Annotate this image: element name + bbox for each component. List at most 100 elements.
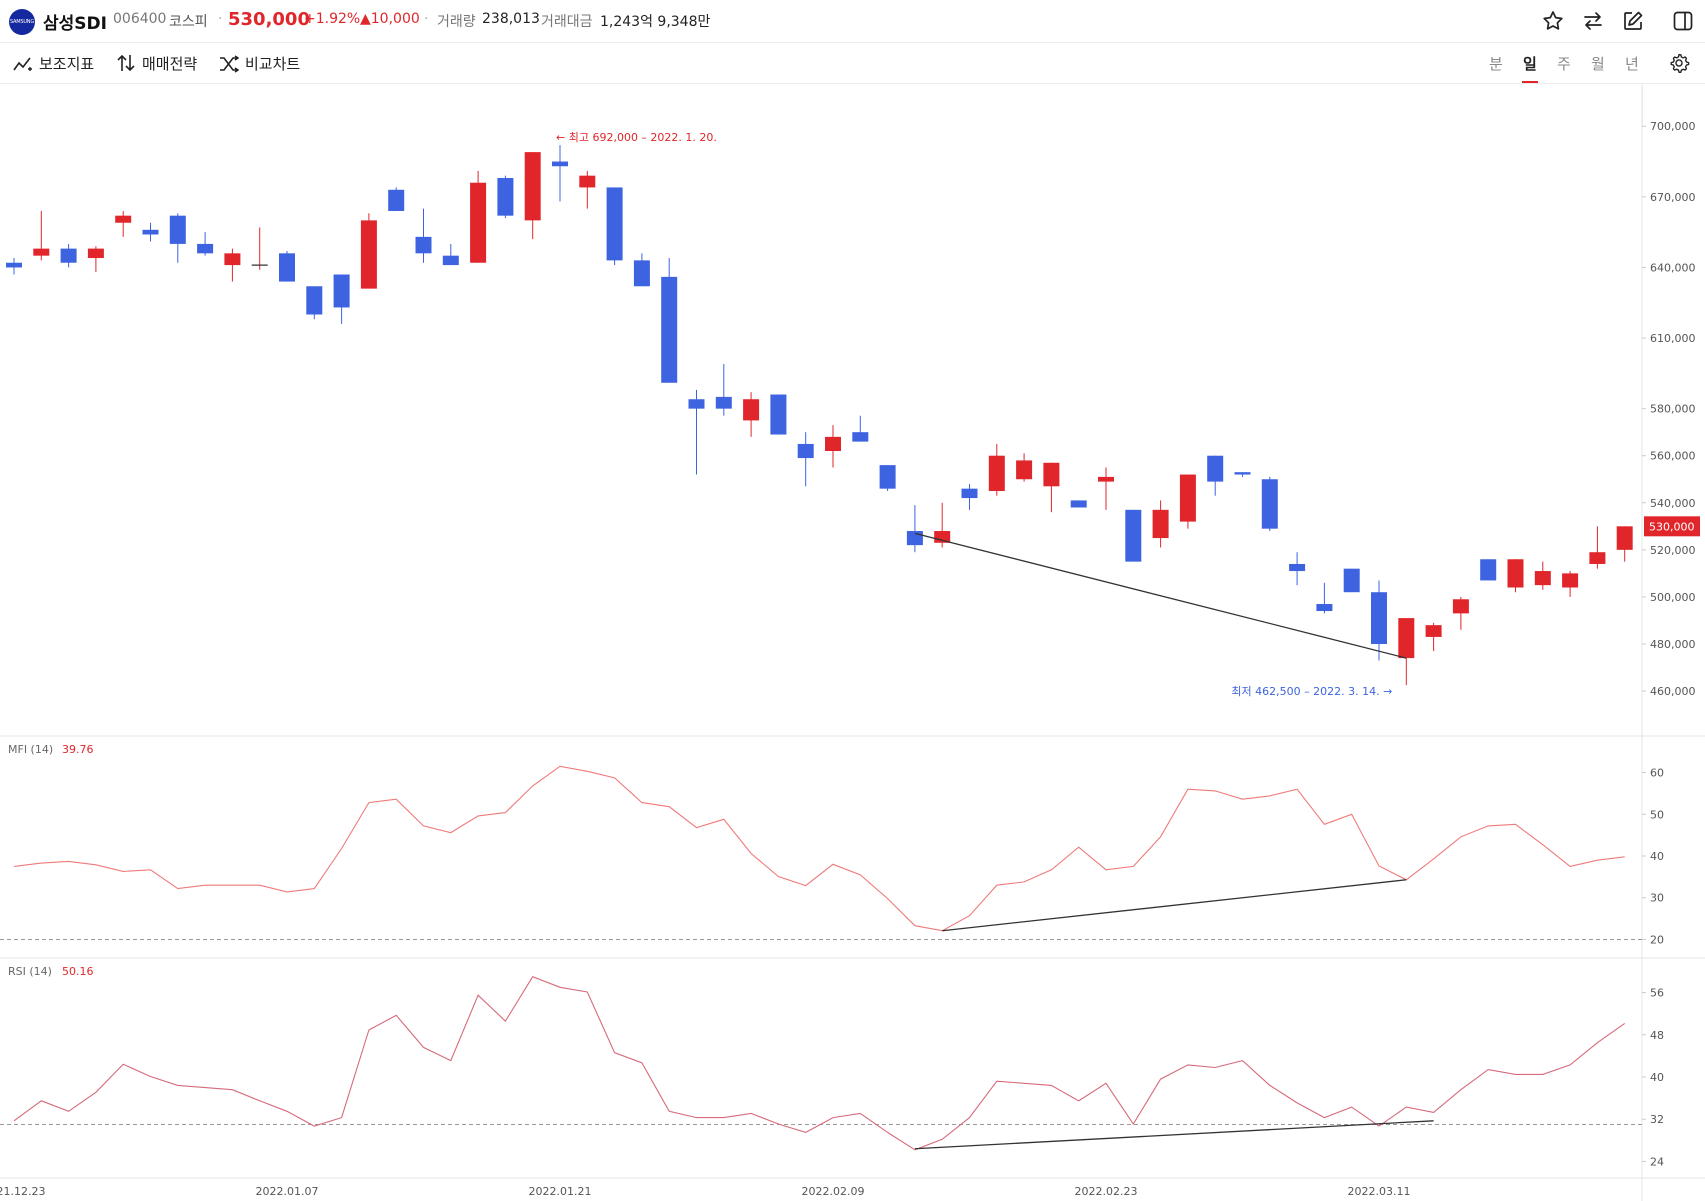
rsi-trendline: [914, 1120, 1434, 1150]
candle-body: [87, 248, 104, 259]
candle-body: [961, 488, 978, 499]
x-tick-label: 2022.01.07: [256, 1185, 319, 1198]
mfi-ytick-label: 60: [1650, 767, 1664, 780]
period-year[interactable]: 년: [1625, 55, 1639, 73]
mfi-legend-value: 39.76: [62, 743, 94, 756]
candle-body: [1343, 568, 1360, 593]
compare-button[interactable]: 비교차트: [219, 53, 300, 74]
strategy-button[interactable]: 매매전략: [116, 53, 197, 74]
candle-body: [1507, 559, 1524, 588]
rsi-ytick-label: 32: [1650, 1113, 1664, 1126]
mfi-ytick-label: 50: [1650, 808, 1664, 821]
mfi-trendline: [942, 879, 1407, 932]
candle-body: [606, 187, 623, 261]
candle-body: [770, 394, 787, 435]
chart-frame: [0, 84, 1705, 1201]
candle-body: [197, 243, 214, 254]
current-price: 530,000: [228, 9, 310, 30]
candle-body: [497, 178, 514, 216]
change-percent: +1.92%: [304, 11, 361, 27]
candle-body: [825, 436, 841, 452]
candle-body: [33, 248, 50, 256]
rsi-legend-label: RSI (14): [8, 965, 52, 978]
candle-body: [60, 248, 77, 263]
mfi-ytick-label: 20: [1650, 933, 1664, 946]
price-ytick-label: 580,000: [1650, 403, 1696, 416]
current-price-tag-label: 530,000: [1649, 520, 1695, 533]
candle-body: [1452, 599, 1469, 614]
candle-body: [1371, 592, 1387, 644]
period-month[interactable]: 월: [1591, 55, 1605, 73]
period-week[interactable]: 주: [1557, 55, 1571, 73]
rsi-pane: 24 32 40 48 56 RSI (14) 50.16: [0, 965, 1664, 1168]
mfi-pane: 20 30 40 50 60 MFI (14) 39.76: [0, 743, 1664, 946]
stock-header: SAMSUNG 삼성SDI 006400 코스피 · 530,000 +1.92…: [0, 0, 1705, 43]
volume-label: 거래량: [437, 14, 476, 30]
rsi-ytick-label: 56: [1650, 987, 1664, 1000]
candle-body: [1316, 603, 1333, 612]
price-ytick-label: 540,000: [1650, 497, 1696, 510]
candle-body: [360, 220, 377, 289]
x-axis: 2021.12.23 2022.01.07 2022.01.21 2022.02.09…: [0, 1185, 1410, 1198]
candle-body: [879, 465, 896, 489]
panel-icon[interactable]: [1671, 9, 1695, 33]
mfi-legend-label: MFI (14): [8, 743, 53, 756]
period-minute[interactable]: 분: [1489, 55, 1503, 73]
price-ytick-label: 520,000: [1650, 544, 1696, 557]
updown-arrows-icon: [117, 54, 135, 72]
candle-body: [279, 253, 295, 282]
current-price-tag: [1644, 516, 1700, 537]
candle-body: [306, 286, 323, 315]
candle-body: [1070, 500, 1087, 508]
candle-body: [470, 182, 487, 263]
star-icon[interactable]: [1541, 9, 1565, 33]
mfi-line: [13, 765, 1625, 932]
price-ytick-label: 480,000: [1650, 638, 1696, 651]
amount-label: 거래대금: [541, 14, 593, 30]
candle-body: [552, 161, 568, 167]
candle-body: [1589, 552, 1606, 564]
x-tick-label: 2022.02.23: [1075, 1185, 1138, 1198]
volume-value: 238,013: [482, 11, 540, 27]
candle-body: [1152, 509, 1169, 539]
separator-dot: ·: [424, 11, 429, 27]
price-ytick-label: 610,000: [1650, 332, 1696, 345]
stock-chart[interactable]: 460,000 480,000 500,000 520,000 540,000 560,0…: [0, 84, 1705, 1201]
candle-body: [524, 152, 541, 221]
separator-dot: ·: [218, 11, 223, 27]
low-price-annotation: 최저 462,500 – 2022. 3. 14. →: [1231, 685, 1392, 698]
edit-icon[interactable]: [1621, 9, 1645, 33]
shuffle-icon: [220, 55, 240, 73]
candle-body: [988, 455, 1005, 492]
candle-body: [852, 432, 869, 442]
candle-body: [1616, 526, 1633, 550]
strategy-label: 매매전략: [142, 55, 198, 73]
settings-gear-icon[interactable]: [1668, 52, 1690, 74]
x-tick-label: 2021.12.23: [0, 1185, 45, 1198]
candle-body: [1534, 571, 1551, 586]
price-pane[interactable]: 460,000 480,000 500,000 520,000 540,000 560,0…: [0, 120, 1700, 698]
candle-body: [1125, 509, 1142, 562]
high-price-annotation: ← 최고 692,000 – 2022. 1. 20.: [556, 131, 717, 144]
candle-body: [169, 215, 186, 244]
stock-name[interactable]: 삼성SDI: [43, 14, 107, 34]
candle-body: [115, 215, 132, 223]
indicators-button[interactable]: 보조지표: [13, 53, 94, 74]
candle-body: [1179, 474, 1196, 522]
x-tick-label: 2022.03.11: [1348, 1185, 1411, 1198]
candle-body: [442, 255, 459, 266]
candle-body: [1480, 559, 1497, 581]
price-ytick-label: 460,000: [1650, 685, 1696, 698]
period-day[interactable]: 일: [1523, 55, 1537, 73]
candle-body: [579, 175, 596, 188]
candle-body: [743, 399, 760, 421]
candle-body: [1398, 618, 1415, 659]
stock-code: 006400: [113, 11, 167, 27]
candle-body: [1289, 563, 1306, 572]
rsi-line: [13, 976, 1626, 1151]
mfi-ytick-label: 30: [1650, 892, 1664, 905]
candle-body: [224, 253, 241, 266]
swap-icon[interactable]: [1581, 9, 1605, 33]
change-amount: ▲10,000: [360, 11, 420, 27]
amount-value: 1,243억 9,348만: [600, 14, 711, 30]
